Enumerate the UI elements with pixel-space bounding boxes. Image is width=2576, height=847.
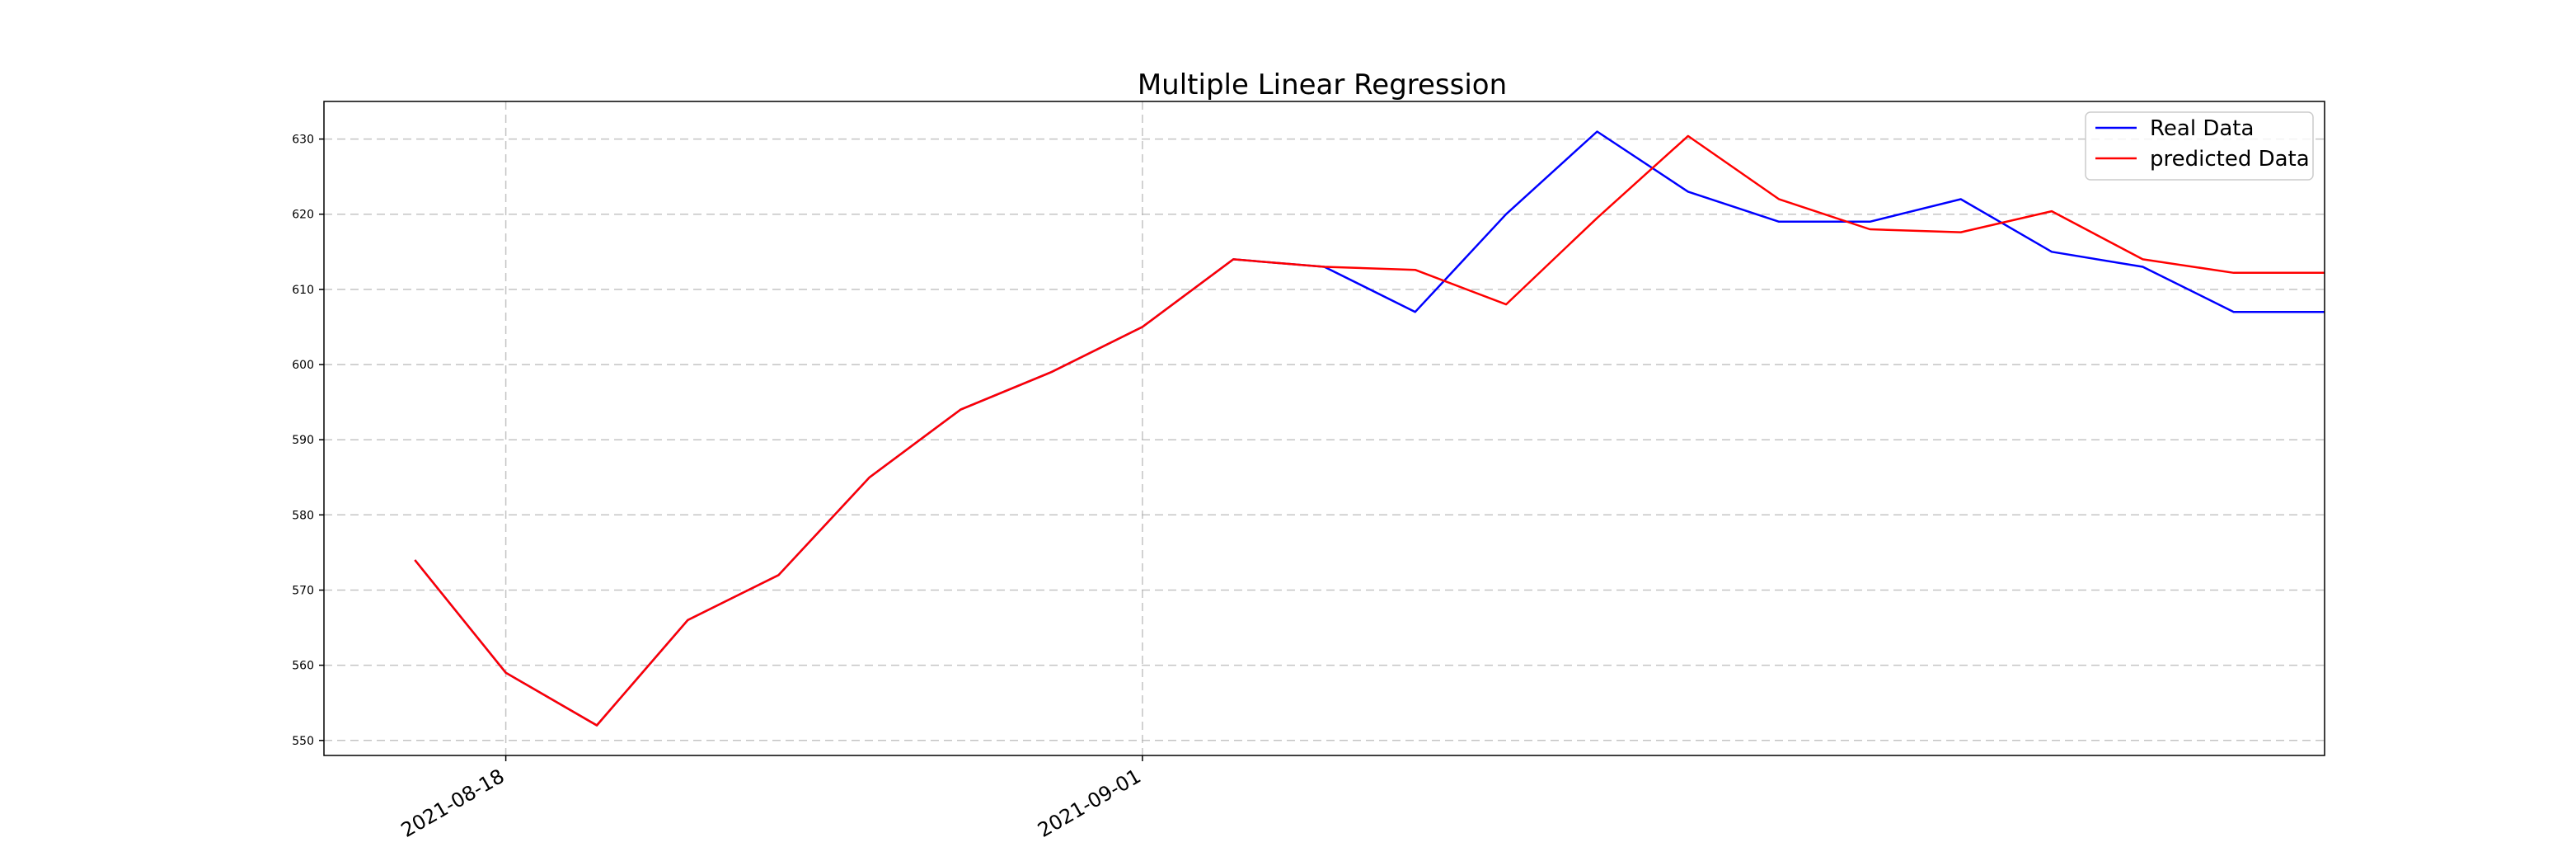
y-tick-label: 620 [292, 209, 314, 222]
x-axis: 2021-08-18 2021-09-01 [397, 755, 1145, 842]
series-line-predicted-data [414, 134, 2325, 727]
series-lines [414, 130, 2325, 727]
legend: Real Data predicted Data [2085, 111, 2314, 181]
y-tick-label: 630 [292, 134, 314, 147]
y-tick-label: 610 [292, 284, 314, 297]
legend-label-predicted-data: predicted Data [2150, 147, 2310, 172]
grid-lines [324, 101, 2325, 755]
y-tick-label: 600 [292, 359, 314, 372]
series-line-real-data [414, 130, 2325, 727]
x-tick-label: 2021-08-18 [397, 765, 509, 842]
chart-title: Multiple Linear Regression [1138, 68, 1507, 101]
y-tick-label: 580 [292, 509, 314, 522]
y-tick-label: 560 [292, 660, 314, 673]
legend-box [2085, 111, 2314, 181]
legend-label-real-data: Real Data [2150, 116, 2254, 141]
x-tick-label: 2021-09-01 [1034, 765, 1145, 842]
plot-area-frame [323, 101, 2325, 756]
y-tick-label: 590 [292, 434, 314, 447]
y-tick-label: 550 [292, 735, 314, 748]
y-tick-label: 570 [292, 585, 314, 598]
y-axis: 550 560 570 580 590 600 610 620 630 [292, 134, 324, 748]
